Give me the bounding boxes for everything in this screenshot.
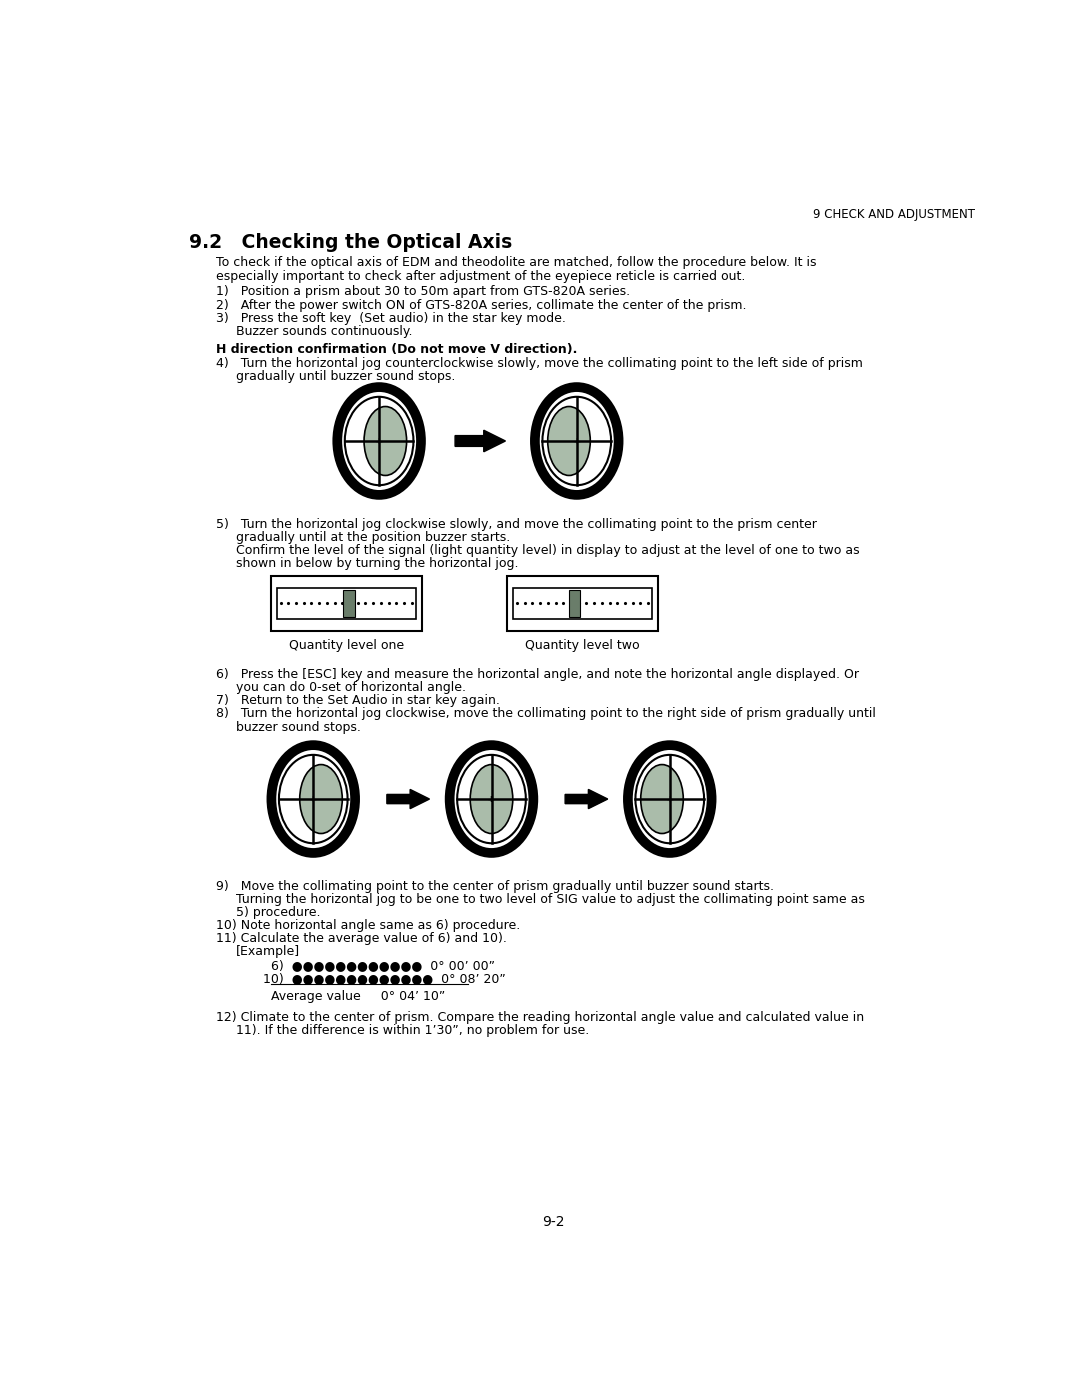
Ellipse shape — [279, 754, 348, 844]
Text: 11) Calculate the average value of 6) and 10).: 11) Calculate the average value of 6) an… — [216, 932, 508, 946]
Ellipse shape — [542, 397, 611, 485]
Ellipse shape — [364, 407, 406, 475]
Text: 9)   Move the collimating point to the center of prism gradually until buzzer so: 9) Move the collimating point to the cen… — [216, 880, 774, 893]
Text: gradually until buzzer sound stops.: gradually until buzzer sound stops. — [235, 370, 455, 383]
Text: 5) procedure.: 5) procedure. — [235, 907, 321, 919]
Text: especially important to check after adjustment of the eyepiece reticle is carrie: especially important to check after adju… — [216, 270, 746, 284]
Text: Buzzer sounds continuously.: Buzzer sounds continuously. — [235, 324, 413, 338]
Text: Confirm the level of the signal (light quantity level) in display to adjust at t: Confirm the level of the signal (light q… — [235, 545, 860, 557]
Bar — [276, 588, 416, 619]
Text: buzzer sound stops.: buzzer sound stops. — [235, 721, 361, 733]
Ellipse shape — [548, 407, 591, 475]
Bar — [569, 591, 580, 616]
Text: 2)   After the power switch ON of GTS-820A series, collimate the center of the p: 2) After the power switch ON of GTS-820A… — [216, 299, 747, 312]
Text: +: + — [573, 436, 580, 446]
Ellipse shape — [345, 397, 414, 485]
Ellipse shape — [635, 754, 704, 844]
Text: 6)   Press the [ESC] key and measure the horizontal angle, and note the horizont: 6) Press the [ESC] key and measure the h… — [216, 668, 860, 682]
Text: 10) Note horizontal angle same as 6) procedure.: 10) Note horizontal angle same as 6) pro… — [216, 919, 521, 932]
Text: Turning the horizontal jog to be one to two level of SIG value to adjust the col: Turning the horizontal jog to be one to … — [235, 893, 865, 907]
FancyArrow shape — [455, 430, 505, 451]
Bar — [271, 576, 422, 631]
Text: 8)   Turn the horizontal jog clockwise, move the collimating point to the right : 8) Turn the horizontal jog clockwise, mo… — [216, 707, 876, 721]
Text: 7)   Return to the Set Audio in star key again.: 7) Return to the Set Audio in star key a… — [216, 694, 500, 707]
FancyArrow shape — [565, 789, 608, 809]
Text: 11). If the difference is within 1’30”, no problem for use.: 11). If the difference is within 1’30”, … — [235, 1024, 589, 1037]
Ellipse shape — [627, 745, 712, 854]
Ellipse shape — [640, 764, 684, 834]
Text: Average value     0° 04’ 10”: Average value 0° 04’ 10” — [271, 990, 445, 1003]
Text: 9 CHECK AND ADJUSTMENT: 9 CHECK AND ADJUSTMENT — [813, 208, 975, 221]
Bar — [513, 588, 652, 619]
Text: 10)  ●●●●●●●●●●●●●  0° 08’ 20”: 10) ●●●●●●●●●●●●● 0° 08’ 20” — [262, 972, 505, 985]
Text: shown in below by turning the horizontal jog.: shown in below by turning the horizontal… — [235, 557, 518, 570]
Bar — [343, 591, 354, 616]
Ellipse shape — [470, 764, 513, 834]
Text: Quantity level one: Quantity level one — [288, 638, 404, 652]
Text: [Example]: [Example] — [235, 946, 300, 958]
Text: 12) Climate to the center of prism. Compare the reading horizontal angle value a: 12) Climate to the center of prism. Comp… — [216, 1011, 864, 1024]
Ellipse shape — [449, 745, 534, 854]
Text: Quantity level two: Quantity level two — [525, 638, 639, 652]
Text: 6)  ●●●●●●●●●●●●  0° 00’ 00”: 6) ●●●●●●●●●●●● 0° 00’ 00” — [271, 960, 495, 972]
Text: +: + — [310, 793, 316, 805]
Text: 1)   Position a prism about 30 to 50m apart from GTS-820A series.: 1) Position a prism about 30 to 50m apar… — [216, 285, 631, 299]
Ellipse shape — [337, 387, 421, 495]
Ellipse shape — [271, 745, 355, 854]
Text: you can do 0-set of horizontal angle.: you can do 0-set of horizontal angle. — [235, 682, 465, 694]
Text: To check if the optical axis of EDM and theodolite are matched, follow the proce: To check if the optical axis of EDM and … — [216, 256, 816, 270]
Text: 9-2: 9-2 — [542, 1215, 565, 1229]
Text: +: + — [488, 793, 495, 805]
Ellipse shape — [457, 754, 526, 844]
Text: +: + — [666, 793, 673, 805]
Text: 5)   Turn the horizontal jog clockwise slowly, and move the collimating point to: 5) Turn the horizontal jog clockwise slo… — [216, 518, 818, 531]
Ellipse shape — [535, 387, 619, 495]
Text: 4)   Turn the horizontal jog counterclockwise slowly, move the collimating point: 4) Turn the horizontal jog counterclockw… — [216, 358, 863, 370]
Text: 3)   Press the soft key  (Set audio) in the star key mode.: 3) Press the soft key (Set audio) in the… — [216, 312, 566, 324]
FancyArrow shape — [387, 789, 430, 809]
Text: +: + — [376, 436, 382, 446]
Text: H direction confirmation (Do not move V direction).: H direction confirmation (Do not move V … — [216, 344, 578, 356]
Ellipse shape — [300, 764, 342, 834]
Text: gradually until at the position buzzer starts.: gradually until at the position buzzer s… — [235, 531, 510, 543]
Text: 9.2   Checking the Optical Axis: 9.2 Checking the Optical Axis — [189, 233, 513, 251]
Bar — [507, 576, 658, 631]
